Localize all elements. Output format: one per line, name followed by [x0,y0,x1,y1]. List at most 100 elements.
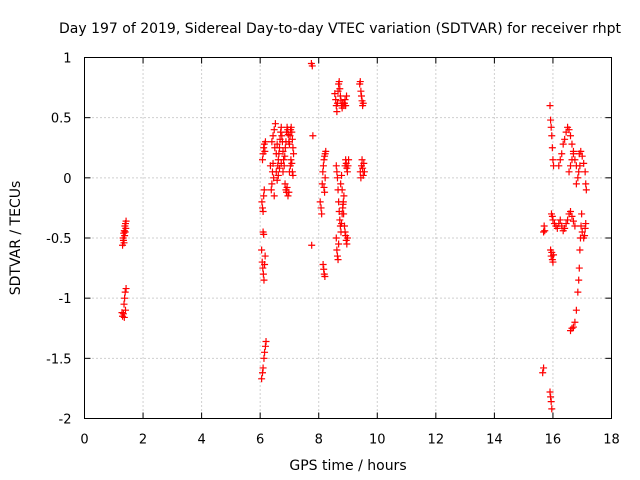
data-point-marker [121,228,129,236]
data-point-marker [122,217,130,225]
data-point-marker [539,369,547,377]
data-point-marker [261,252,269,260]
data-point-marker [120,300,128,308]
x-tick-label: 6 [256,433,264,448]
data-point-marker [344,162,352,170]
data-point-marker [277,123,285,131]
data-point-marker [262,337,270,345]
data-point-marker [269,132,277,140]
data-point-marker [569,323,577,331]
data-point-marker [260,230,268,238]
x-tick-label: 18 [603,433,620,448]
y-tick-label: 0.5 [51,112,72,127]
data-point-marker [284,192,292,200]
data-point-marker [269,159,277,167]
data-point-marker [321,174,329,182]
data-point-marker [578,152,586,160]
data-point-marker [343,168,351,176]
data-point-marker [571,222,579,230]
x-tick-label: 10 [369,433,386,448]
data-point-marker [338,171,346,179]
data-point-marker [358,156,366,164]
data-point-marker [577,147,585,155]
data-point-marker [121,294,129,302]
data-point-marker [577,222,585,230]
data-point-marker [575,276,583,284]
y-tick-label: -1 [59,292,72,307]
data-point-marker [260,354,268,362]
data-point-marker [121,306,129,314]
axis-ticks [84,57,612,419]
data-point-marker [568,156,576,164]
data-point-marker [359,171,367,179]
data-point-marker [319,162,327,170]
data-point-marker [270,126,278,134]
data-point-marker [309,132,317,140]
data-point-marker [576,162,584,170]
data-point-marker [337,180,345,188]
data-point-marker [581,168,589,176]
data-point-marker [550,251,558,259]
data-point-marker [567,208,575,216]
y-tick-label: -2 [59,413,72,428]
data-point-marker [261,348,269,356]
data-point-marker [289,171,297,179]
data-point-marker [281,152,289,160]
data-point-marker [578,228,586,236]
data-point-marker [258,198,266,206]
data-point-marker [322,147,330,155]
data-point-marker [359,99,367,107]
data-point-marker [556,156,564,164]
x-tick-label: 2 [139,433,147,448]
data-point-marker [549,216,557,224]
data-point-marker [561,135,569,143]
data-point-marker [289,144,297,152]
x-tick-label: 16 [545,433,562,448]
data-point-marker [281,144,289,152]
data-point-marker [268,180,276,188]
data-point-marker [572,180,580,188]
data-point-marker [259,364,267,372]
plot-frame [84,57,612,419]
data-point-marker [562,220,570,228]
data-points [118,60,590,413]
data-point-marker [286,132,294,140]
data-point-marker [567,132,575,140]
data-point-marker [333,108,341,116]
data-point-marker [548,405,556,413]
data-point-marker [270,192,278,200]
data-point-marker [259,270,267,278]
data-point-marker [336,85,344,93]
data-point-marker [319,168,327,176]
data-point-marker [288,159,296,167]
data-point-marker [553,224,561,232]
data-point-marker [283,183,291,191]
data-point-marker [568,212,576,220]
data-point-marker [333,168,341,176]
data-point-marker [581,232,589,240]
data-point-marker [572,306,580,314]
data-point-marker [558,150,566,158]
data-point-marker [122,285,130,293]
data-point-marker [285,188,293,196]
data-point-marker [568,324,576,332]
data-point-marker [360,168,368,176]
data-point-marker [259,156,267,164]
data-point-marker [275,150,283,158]
data-point-marker [275,164,283,172]
data-point-marker [335,78,343,86]
data-point-marker [261,147,269,155]
data-point-marker [333,246,341,254]
data-point-marker [343,92,351,100]
data-point-marker [273,140,281,148]
data-point-marker [272,168,280,176]
y-tick-label: -0.5 [46,232,71,247]
data-point-marker [318,180,326,188]
x-axis-label: GPS time / hours [289,458,406,474]
data-point-marker [336,216,344,224]
data-point-marker [308,241,316,249]
data-point-marker [547,398,555,406]
data-point-marker [267,186,275,194]
data-point-marker [555,162,563,170]
data-point-marker [120,239,128,247]
